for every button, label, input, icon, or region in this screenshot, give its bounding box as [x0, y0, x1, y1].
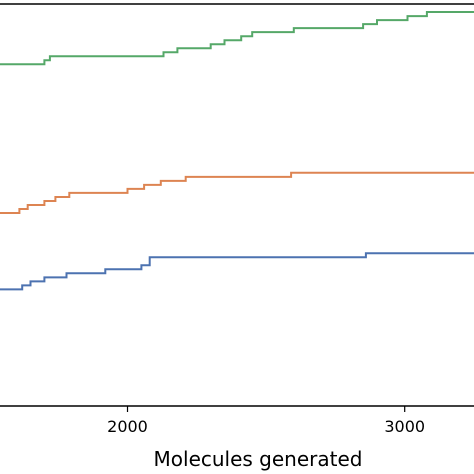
plot-area: [0, 4, 474, 406]
series-line-1: [0, 11, 474, 66]
series-line-3: [0, 252, 474, 291]
axes-frame: [0, 3, 474, 407]
x-ticks: 2000 3000: [107, 406, 425, 436]
x-tick-label-3000: 3000: [384, 417, 425, 436]
series-layer: [0, 11, 474, 291]
x-axis-label: Molecules generated: [154, 447, 363, 471]
series-line-2: [0, 171, 474, 214]
x-tick-label-2000: 2000: [107, 417, 148, 436]
